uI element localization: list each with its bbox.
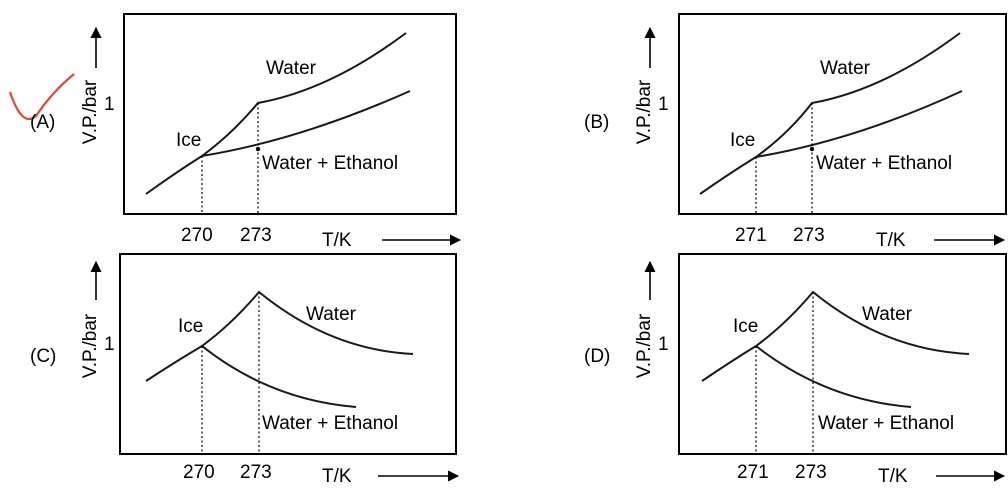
option-d-water-curve xyxy=(701,290,970,382)
option-c-mixture-curve xyxy=(201,345,357,408)
option-b-water-curve xyxy=(699,32,961,195)
option-d-label: (D) xyxy=(584,346,610,367)
option-a-plot-frame xyxy=(123,13,457,215)
option-c-water-label: Water xyxy=(306,304,357,325)
option-a-ice-label: Ice xyxy=(176,130,201,151)
option-a-xtick-1: 270 xyxy=(181,225,213,246)
option-a-marker xyxy=(255,146,261,152)
option-b-plot-frame xyxy=(678,13,1007,215)
option-c-xlabel: T/K xyxy=(322,466,352,486)
option-b-water-label: Water xyxy=(820,58,871,79)
option-c-ice-label: Ice xyxy=(178,316,203,337)
option-d-panel[interactable]: (D) V.P./bar 1 Water Ice Water + Ethanol… xyxy=(584,253,1007,487)
option-a-water-curve xyxy=(145,32,407,195)
option-b-panel[interactable]: (B) V.P./bar 1 Water Ice Water + Ethanol… xyxy=(584,13,1007,251)
option-d-plot-frame xyxy=(678,253,1007,455)
option-c-ylabel: V.P./bar xyxy=(80,313,101,378)
option-c-plot-frame xyxy=(119,253,457,455)
option-a-label: (A) xyxy=(30,112,55,133)
option-d-ytick: 1 xyxy=(658,334,669,355)
option-a-mixture-label: Water + Ethanol xyxy=(262,153,398,174)
option-d-xtick-2: 273 xyxy=(795,462,827,483)
option-a-xlabel: T/K xyxy=(322,230,352,251)
option-c-xtick-2: 273 xyxy=(240,462,272,483)
option-d-xtick-1: 271 xyxy=(737,462,769,483)
option-b-ice-label: Ice xyxy=(730,130,755,151)
option-a-xtick-2: 273 xyxy=(240,225,272,246)
option-c-water-curve xyxy=(145,290,414,382)
option-c-panel[interactable]: (C) V.P./bar 1 Water Ice Water + Ethanol… xyxy=(30,253,460,487)
option-a-ylabel: V.P./bar xyxy=(80,79,101,144)
option-d-mixture-label: Water + Ethanol xyxy=(818,413,954,434)
option-c-mixture-label: Water + Ethanol xyxy=(262,413,398,434)
check-mark-icon xyxy=(8,73,75,121)
option-b-marker xyxy=(809,146,815,152)
option-b-mixture-curve xyxy=(755,90,963,158)
option-b-xtick-2: 273 xyxy=(793,225,825,246)
option-c-label: (C) xyxy=(30,346,56,367)
option-b-label: (B) xyxy=(584,112,609,133)
option-d-ice-label: Ice xyxy=(733,316,758,337)
option-d-ylabel: V.P./bar xyxy=(634,313,655,378)
option-d-xlabel: T/K xyxy=(878,466,908,486)
option-d-water-label: Water xyxy=(862,304,913,325)
option-b-xtick-1: 271 xyxy=(735,225,767,246)
option-c-xtick-1: 270 xyxy=(183,462,215,483)
option-c-ytick: 1 xyxy=(104,334,115,355)
option-b-xlabel: T/K xyxy=(876,230,906,251)
option-d-mixture-curve xyxy=(755,345,912,408)
option-a-panel[interactable]: (A) V.P./bar 1 Water Ice Water + Ethanol… xyxy=(8,13,462,251)
option-b-ylabel: V.P./bar xyxy=(634,79,655,144)
option-a-ytick: 1 xyxy=(104,94,115,115)
option-a-water-label: Water xyxy=(266,58,317,79)
option-b-ytick: 1 xyxy=(658,94,669,115)
option-b-mixture-label: Water + Ethanol xyxy=(816,153,952,174)
option-a-mixture-curve xyxy=(201,90,411,157)
